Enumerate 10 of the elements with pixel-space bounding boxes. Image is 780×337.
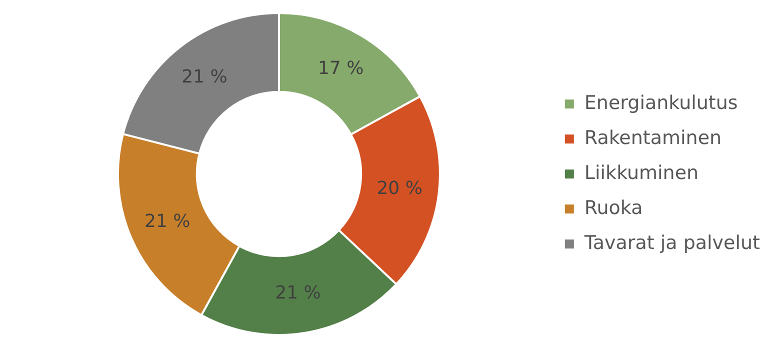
data-label: 21 % [275,282,321,304]
legend-label: Energiankulutus [584,92,738,114]
legend-label: Rakentaminen [584,126,722,149]
data-label: 17 % [318,58,364,80]
legend-label: Ruoka [584,196,643,219]
data-label: 21 % [182,66,228,88]
legend-label: Liikkuminen [584,162,699,184]
data-label: 20 % [376,178,422,199]
data-label: 21 % [144,210,190,232]
legend-label: Tavarat ja palvelut [583,232,760,254]
